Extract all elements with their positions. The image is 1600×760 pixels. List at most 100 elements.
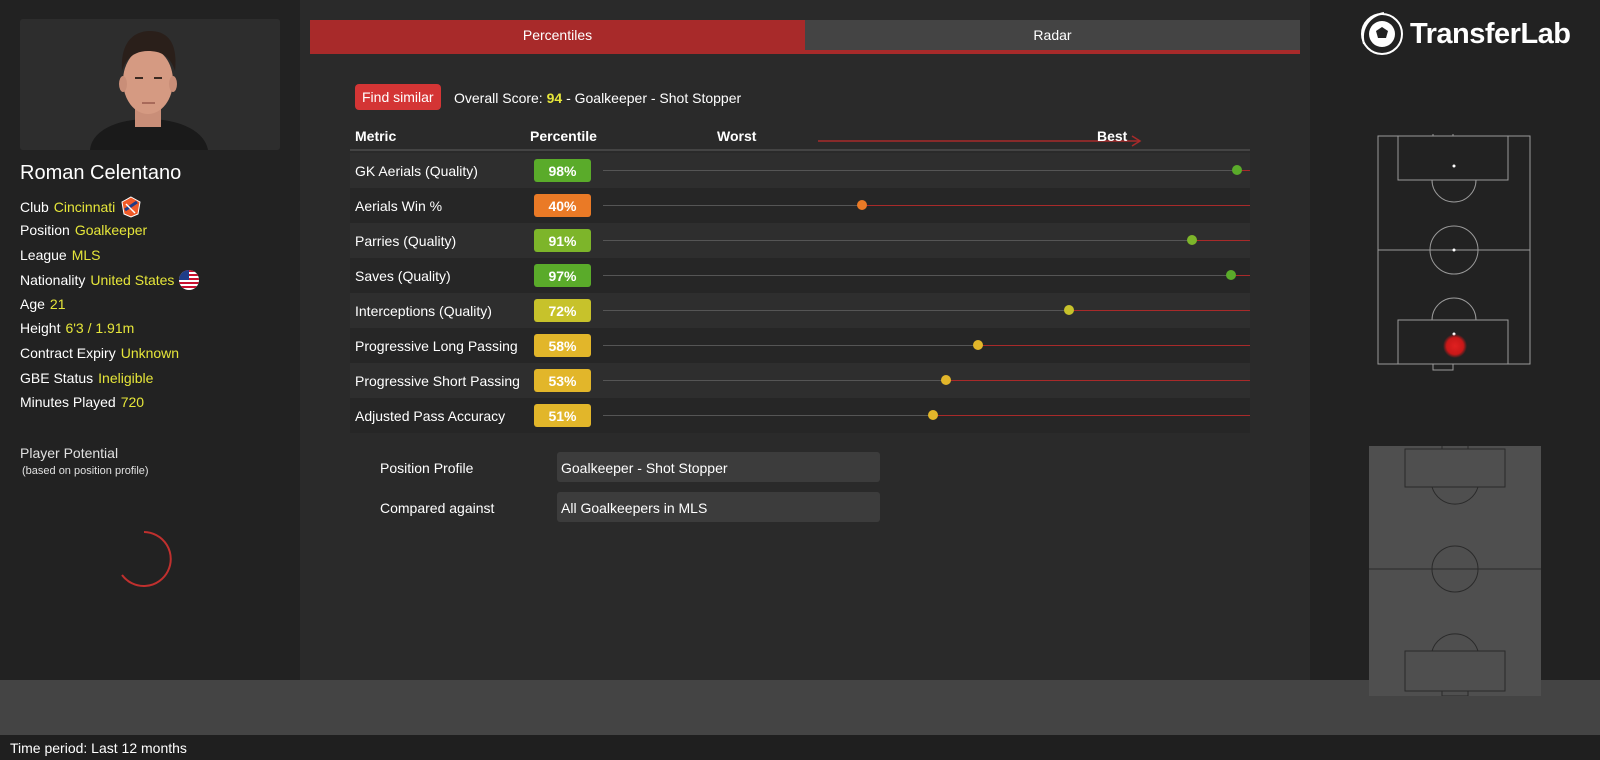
player-photo <box>20 19 280 150</box>
track-before-dot <box>603 415 933 416</box>
track-after-dot <box>1237 170 1250 171</box>
league-label: League <box>20 247 67 263</box>
info-position: Position Goalkeeper <box>20 222 147 238</box>
metric-row: Progressive Long Passing 58% <box>350 328 1250 363</box>
position-profile-label: Position Profile <box>380 460 474 476</box>
header-worst: Worst <box>717 128 757 144</box>
percentile-track <box>603 375 1250 385</box>
track-after-dot <box>1191 240 1250 241</box>
percentile-track <box>603 340 1250 350</box>
minutes-label: Minutes Played <box>20 394 116 410</box>
find-similar-button[interactable]: Find similar <box>355 84 441 110</box>
heatmap-pitch-lines <box>1369 443 1541 697</box>
percentile-track <box>603 235 1250 245</box>
tab-radar[interactable]: Radar <box>805 20 1300 50</box>
overall-score-suffix: - Goalkeeper - Shot Stopper <box>566 90 742 106</box>
transferlab-logo-text: TransferLab <box>1410 17 1571 50</box>
player-potential-title: Player Potential <box>20 445 119 461</box>
compared-against-label: Compared against <box>380 500 495 516</box>
info-nationality: Nationality United States <box>20 270 200 290</box>
metric-label: Progressive Short Passing <box>355 373 520 389</box>
us-flag-icon <box>179 270 200 290</box>
track-before-dot <box>603 380 946 381</box>
track-after-dot <box>1068 310 1250 311</box>
percentile-dot <box>973 340 984 350</box>
position-profile-select[interactable]: Goalkeeper - Shot Stopper <box>557 452 880 482</box>
metric-label: Aerials Win % <box>355 198 443 214</box>
percentile-dot <box>927 410 938 420</box>
position-value: Goalkeeper <box>74 222 148 238</box>
player-portrait-image <box>20 19 280 150</box>
percentile-badge: 98% <box>534 159 591 182</box>
info-age: Age 21 <box>20 296 66 312</box>
time-period-label: Time period: Last 12 months <box>0 735 1600 760</box>
track-before-dot <box>603 345 979 346</box>
track-after-dot <box>861 205 1250 206</box>
player-sidebar: Roman Celentano Club Cincinnati Position… <box>0 0 300 680</box>
gbe-label: GBE Status <box>20 370 94 386</box>
percentile-track <box>603 270 1250 280</box>
club-crest-icon <box>121 196 141 218</box>
percentile-track <box>603 165 1250 175</box>
league-value[interactable]: MLS <box>71 247 101 263</box>
contract-value: Unknown <box>120 345 180 361</box>
track-after-dot <box>945 380 1250 381</box>
info-club: Club Cincinnati <box>20 196 142 218</box>
info-league: League MLS <box>20 247 101 263</box>
percentile-badge: 58% <box>534 334 591 357</box>
height-label: Height <box>20 320 61 336</box>
height-value: 6'3 / 1.91m <box>65 320 135 336</box>
overall-score-prefix: Overall Score: <box>454 90 543 106</box>
transferlab-ball-icon <box>1361 12 1403 55</box>
percentile-badge: 72% <box>534 299 591 322</box>
percentile-badge: 40% <box>534 194 591 217</box>
header-metric: Metric <box>355 128 397 144</box>
metric-row: Interceptions (Quality) 72% <box>350 293 1250 328</box>
club-value[interactable]: Cincinnati <box>53 199 116 215</box>
track-before-dot <box>603 275 1231 276</box>
info-gbe: GBE Status Ineligible <box>20 370 153 386</box>
metric-row: Parries (Quality) 91% <box>350 223 1250 258</box>
percentile-badge: 53% <box>534 369 591 392</box>
age-value: 21 <box>49 296 66 312</box>
overall-score-value: 94 <box>546 90 563 106</box>
metric-row: GK Aerials (Quality) 98% <box>350 153 1250 188</box>
contract-label: Contract Expiry <box>20 345 116 361</box>
percentile-badge: 91% <box>534 229 591 252</box>
percentile-track <box>603 200 1250 210</box>
metric-label: Progressive Long Passing <box>355 338 518 354</box>
info-contract: Contract Expiry Unknown <box>20 345 179 361</box>
track-after-dot <box>1230 275 1250 276</box>
minutes-value: 720 <box>120 394 145 410</box>
position-label: Position <box>20 222 70 238</box>
nationality-label: Nationality <box>20 272 86 288</box>
compared-against-select[interactable]: All Goalkeepers in MLS <box>557 492 880 522</box>
overall-score: Overall Score: 94 - Goalkeeper - Shot St… <box>454 90 741 106</box>
metrics-table-header: Metric Percentile Worst Best <box>350 124 1250 151</box>
track-before-dot <box>603 205 862 206</box>
metric-label: GK Aerials (Quality) <box>355 163 478 179</box>
metric-row: Aerials Win % 40% <box>350 188 1250 223</box>
metric-label: Saves (Quality) <box>355 268 451 284</box>
bottom-bar <box>0 680 1600 735</box>
percentile-badge: 97% <box>534 264 591 287</box>
club-label: Club <box>20 199 49 215</box>
track-after-dot <box>932 415 1250 416</box>
player-name: Roman Celentano <box>20 162 182 184</box>
age-label: Age <box>20 296 45 312</box>
position-pitch-diagram <box>1377 134 1531 371</box>
transferlab-logo[interactable]: TransferLab <box>1360 10 1571 58</box>
header-best: Best <box>1097 128 1128 144</box>
track-before-dot <box>603 310 1069 311</box>
percentile-badge: 51% <box>534 404 591 427</box>
loading-spinner-icon <box>121 531 172 587</box>
percentile-dot <box>1232 165 1243 175</box>
percentile-dot <box>1186 235 1197 245</box>
tab-percentiles[interactable]: Percentiles <box>310 20 805 50</box>
player-potential-subtitle: (based on position profile) <box>22 465 149 477</box>
view-tabs: Percentiles Radar <box>310 20 1300 54</box>
info-height: Height 6'3 / 1.91m <box>20 320 134 336</box>
nationality-value: United States <box>90 272 175 288</box>
percentile-dot <box>1063 305 1074 315</box>
percentile-dot <box>1225 270 1236 280</box>
